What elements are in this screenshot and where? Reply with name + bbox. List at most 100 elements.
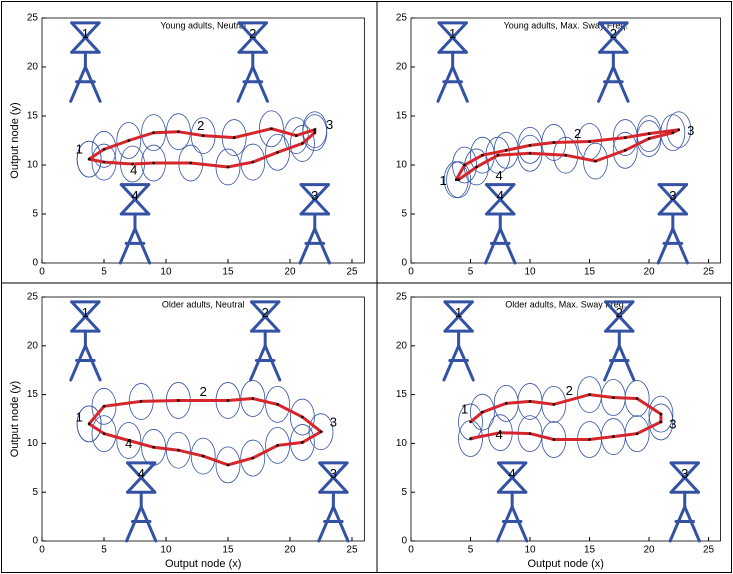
variance-ellipse [289, 125, 315, 162]
point [226, 463, 230, 467]
point [635, 432, 639, 435]
point [201, 454, 205, 458]
y-tick-label: 25 [27, 292, 39, 303]
stick-figure [442, 300, 475, 382]
stick-figure [249, 300, 282, 382]
point [313, 128, 317, 132]
point [552, 141, 556, 144]
point [463, 163, 466, 167]
figure-label: 3 [669, 188, 676, 203]
limb [597, 65, 615, 103]
point [481, 410, 484, 414]
chart-title: Young adults, Neutral [160, 20, 246, 30]
x-tick-label: 25 [703, 267, 715, 278]
limb [250, 300, 281, 333]
node-label: 4 [125, 436, 132, 451]
point [498, 431, 502, 434]
plot-area [410, 17, 721, 264]
point [528, 400, 532, 403]
point [659, 420, 663, 424]
limb [485, 183, 516, 216]
limb [70, 21, 101, 54]
variance-ellipse [458, 403, 483, 441]
point [102, 405, 106, 408]
figure-label: 1 [82, 305, 89, 320]
point [612, 435, 615, 438]
limb [318, 461, 349, 494]
point [647, 132, 651, 135]
point [152, 446, 155, 449]
limb [683, 505, 701, 543]
point [504, 149, 508, 152]
point [87, 422, 91, 426]
x-tick-label: 20 [284, 267, 296, 278]
point [496, 153, 500, 157]
point [313, 131, 317, 134]
point [504, 402, 508, 405]
point [301, 415, 304, 419]
x-tick-label: 0 [39, 545, 45, 556]
limb [604, 300, 635, 333]
x-tick-label: 15 [584, 267, 596, 278]
limb [119, 183, 151, 216]
point [276, 150, 279, 154]
x-tick-label: 15 [222, 267, 234, 278]
stick-figure [69, 21, 102, 103]
point [319, 430, 323, 433]
point [301, 142, 304, 145]
figure-label: 1 [82, 26, 89, 41]
y-tick-label: 20 [396, 340, 408, 351]
limb [331, 505, 350, 543]
node-label: 2 [566, 383, 573, 398]
node-label: 1 [76, 409, 83, 424]
limb [70, 300, 101, 333]
y-tick-label: 10 [396, 438, 408, 449]
point [469, 437, 472, 440]
node-label: 4 [495, 168, 502, 183]
limb [83, 65, 102, 103]
limb [436, 65, 455, 103]
limb [668, 505, 687, 543]
point [671, 131, 675, 134]
point [623, 149, 627, 152]
point [127, 139, 131, 142]
point [588, 140, 591, 143]
variance-ellipse [666, 111, 692, 149]
y-tick-label: 20 [396, 62, 408, 73]
figure-label: 3 [681, 466, 688, 481]
point [276, 444, 279, 447]
point [659, 412, 663, 416]
node-label: 1 [76, 142, 83, 157]
stick-figure [597, 21, 630, 103]
point [152, 161, 155, 165]
x-axis-label: Output node (x) [528, 558, 604, 570]
limb [237, 21, 269, 54]
plot-area [41, 296, 365, 542]
point [201, 134, 205, 137]
point [623, 136, 627, 139]
y-tick-label: 25 [396, 292, 408, 303]
node-label: 4 [495, 427, 502, 442]
plot-area [410, 296, 721, 542]
limb [251, 65, 269, 103]
limb [69, 344, 87, 382]
figure-label: 1 [455, 305, 462, 320]
y-axis-label: Output node (y) [9, 381, 21, 457]
node-label: 3 [330, 414, 337, 429]
limb [298, 227, 317, 265]
x-tick-label: 15 [584, 545, 596, 556]
point [102, 432, 106, 435]
limb [249, 344, 267, 382]
variance-ellipse [265, 133, 290, 171]
node-label: 2 [574, 126, 581, 141]
figure-label: 1 [449, 26, 456, 41]
y-tick-label: 10 [396, 160, 408, 171]
limb [617, 344, 636, 382]
point [552, 438, 556, 441]
limb [139, 505, 158, 543]
limb [669, 461, 700, 494]
variance-ellipse [636, 120, 662, 157]
node-label: 3 [687, 123, 694, 138]
node-label: 4 [130, 162, 137, 177]
